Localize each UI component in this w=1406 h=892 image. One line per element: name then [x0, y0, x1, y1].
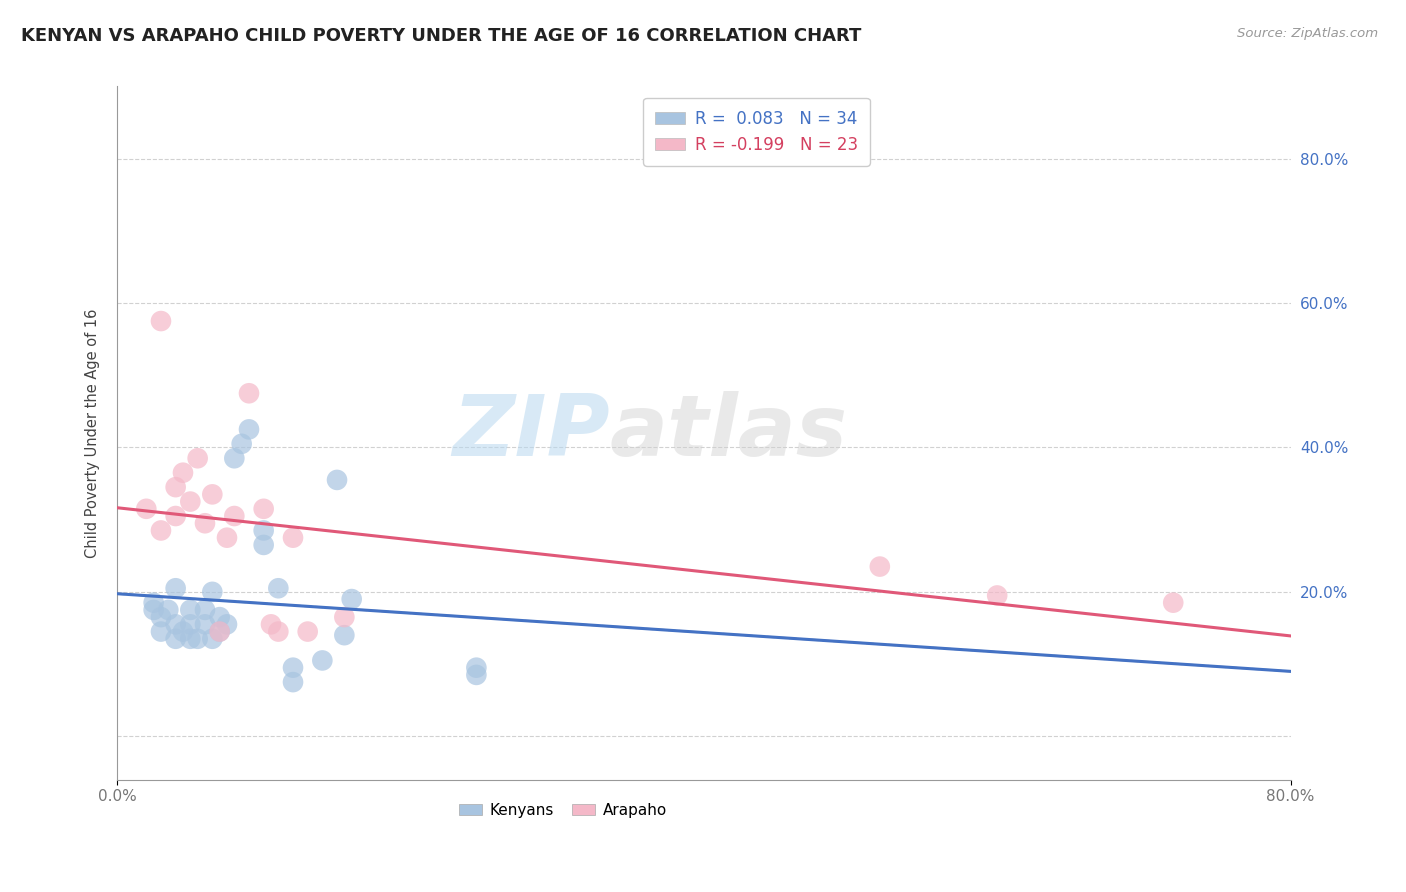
Point — [194, 516, 217, 531]
Point — [311, 653, 333, 667]
Point — [297, 624, 319, 639]
Legend: Kenyans, Arapaho: Kenyans, Arapaho — [453, 797, 673, 824]
Point — [1161, 596, 1184, 610]
Point — [142, 603, 165, 617]
Point — [333, 628, 356, 642]
Point — [194, 617, 217, 632]
Point — [281, 531, 304, 545]
Point — [201, 632, 224, 646]
Point — [135, 501, 157, 516]
Y-axis label: Child Poverty Under the Age of 16: Child Poverty Under the Age of 16 — [86, 309, 100, 558]
Point — [465, 661, 488, 675]
Point — [172, 466, 194, 480]
Point — [238, 422, 260, 436]
Point — [986, 589, 1008, 603]
Point — [149, 524, 172, 538]
Point — [201, 585, 224, 599]
Point — [260, 617, 283, 632]
Point — [208, 610, 231, 624]
Point — [281, 675, 304, 690]
Text: Source: ZipAtlas.com: Source: ZipAtlas.com — [1237, 27, 1378, 40]
Point — [165, 480, 187, 494]
Point — [179, 617, 201, 632]
Point — [165, 581, 187, 595]
Point — [267, 581, 290, 595]
Point — [149, 624, 172, 639]
Point — [187, 632, 209, 646]
Point — [224, 509, 246, 524]
Point — [231, 437, 253, 451]
Point — [179, 632, 201, 646]
Point — [208, 624, 231, 639]
Point — [172, 624, 194, 639]
Text: KENYAN VS ARAPAHO CHILD POVERTY UNDER THE AGE OF 16 CORRELATION CHART: KENYAN VS ARAPAHO CHILD POVERTY UNDER TH… — [21, 27, 862, 45]
Point — [215, 617, 238, 632]
Point — [201, 487, 224, 501]
Point — [267, 624, 290, 639]
Point — [340, 592, 363, 607]
Point — [238, 386, 260, 401]
Point — [281, 661, 304, 675]
Point — [149, 610, 172, 624]
Text: atlas: atlas — [610, 392, 848, 475]
Point — [224, 451, 246, 466]
Point — [253, 501, 276, 516]
Point — [869, 559, 891, 574]
Point — [333, 610, 356, 624]
Point — [465, 668, 488, 682]
Point — [179, 494, 201, 508]
Point — [149, 314, 172, 328]
Point — [165, 617, 187, 632]
Point — [179, 603, 201, 617]
Point — [253, 538, 276, 552]
Point — [253, 524, 276, 538]
Point — [157, 603, 180, 617]
Point — [165, 632, 187, 646]
Text: ZIP: ZIP — [453, 392, 610, 475]
Point — [165, 509, 187, 524]
Point — [194, 603, 217, 617]
Point — [215, 531, 238, 545]
Point — [208, 624, 231, 639]
Point — [142, 596, 165, 610]
Point — [326, 473, 349, 487]
Point — [187, 451, 209, 466]
